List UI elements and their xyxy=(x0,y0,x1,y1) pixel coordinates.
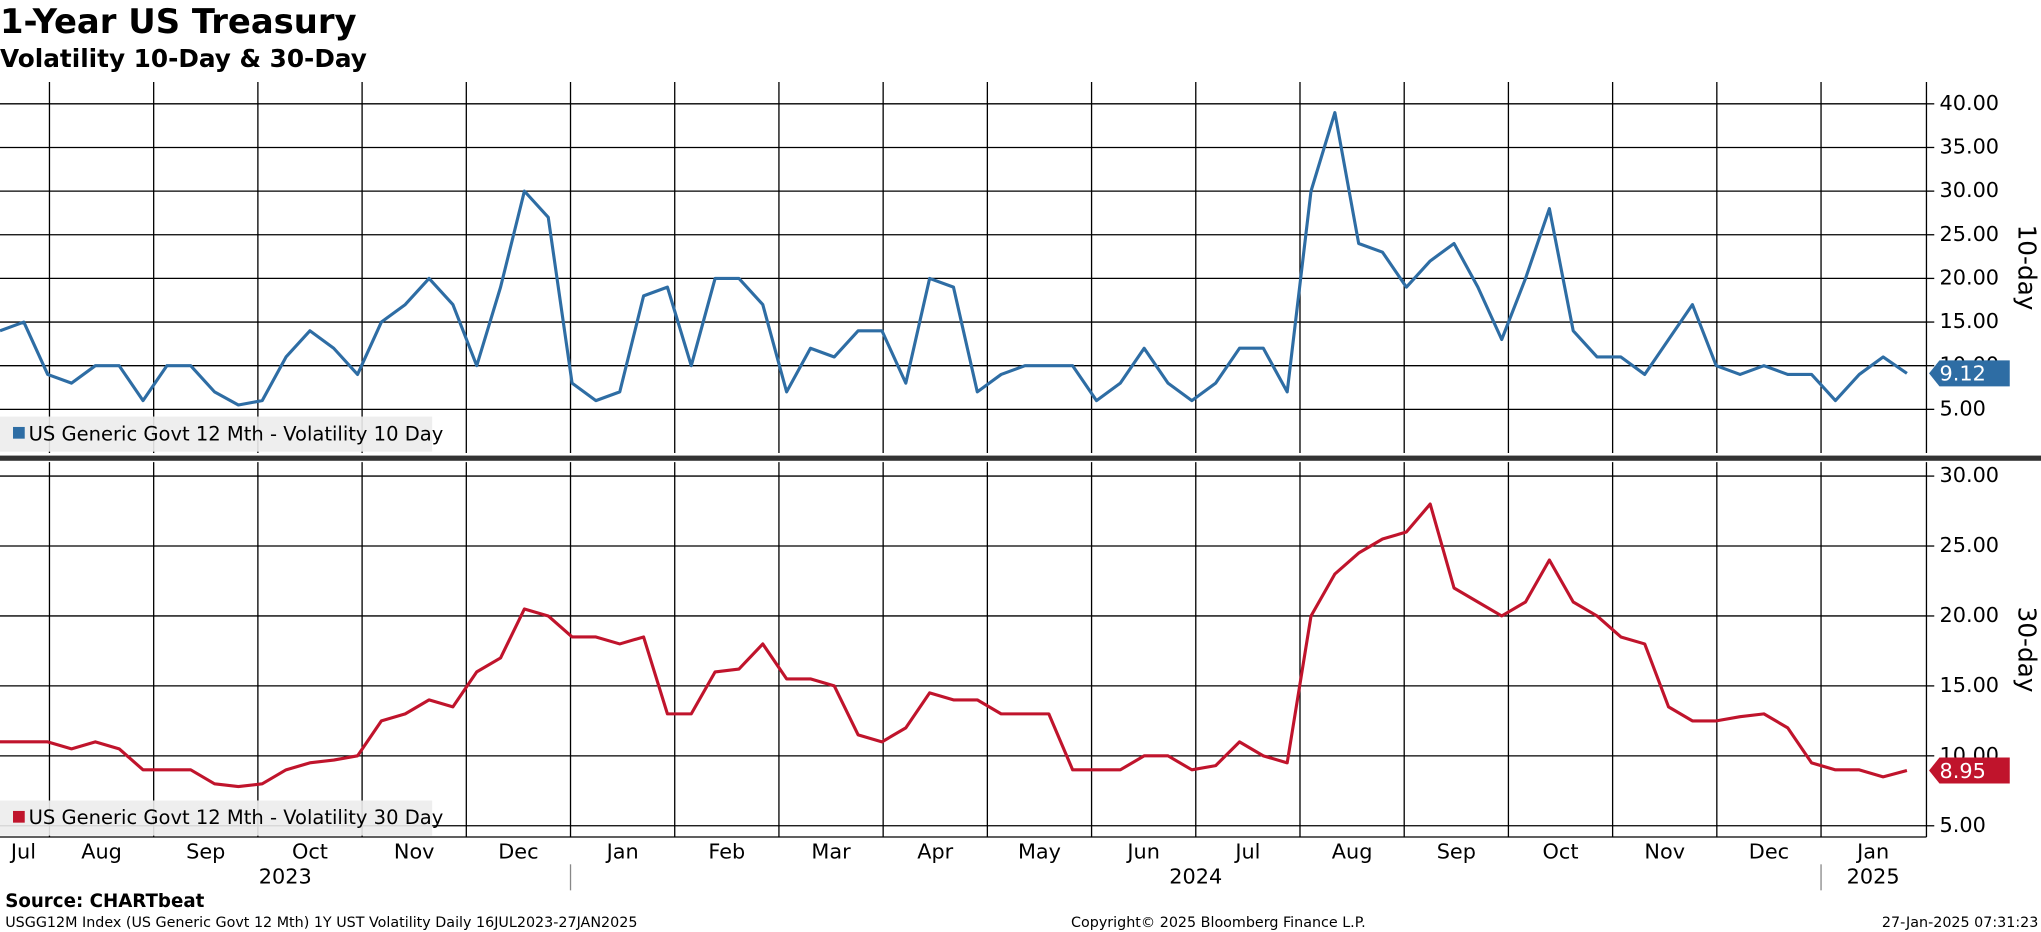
x-tick-label: Mar xyxy=(811,840,851,864)
legend-label: US Generic Govt 12 Mth - Volatility 30 D… xyxy=(29,806,444,829)
legend-background xyxy=(0,416,433,452)
grid-layer xyxy=(0,82,1927,837)
y-axis-title: 30-day xyxy=(2012,607,2041,693)
year-label: 2025 xyxy=(1847,864,1900,888)
x-tick-label: Jul xyxy=(1233,840,1260,864)
legend-background xyxy=(0,800,433,836)
timestamp: 27-Jan-2025 07:31:23 xyxy=(1882,915,2039,931)
y-axis-title: 10-day xyxy=(2012,225,2041,311)
legend-swatch xyxy=(13,426,25,439)
x-tick-label: Nov xyxy=(1644,840,1685,864)
x-tick-label: Oct xyxy=(292,840,328,864)
last-value-label: 9.12 xyxy=(1939,362,1985,386)
x-tick-label: May xyxy=(1018,840,1061,864)
y-tick-label: 30.00 xyxy=(1939,178,1999,202)
y-tick-label: 25.00 xyxy=(1939,222,1999,246)
description: USGG12M Index (US Generic Govt 12 Mth) 1… xyxy=(5,915,637,931)
x-tick-label: Jul xyxy=(9,840,36,864)
legend-label: US Generic Govt 12 Mth - Volatility 10 D… xyxy=(29,422,444,445)
series-line xyxy=(0,502,1908,789)
x-tick-label: Sep xyxy=(186,840,225,864)
y-tick-label: 20.00 xyxy=(1939,265,1999,289)
y-tick-label: 40.00 xyxy=(1939,91,1999,115)
legend-swatch xyxy=(13,810,25,823)
y-tick-label: 5.00 xyxy=(1939,813,1985,837)
y-tick-label: 5.00 xyxy=(1939,396,1985,420)
y-tick-label: 15.00 xyxy=(1939,673,1999,697)
series-line xyxy=(0,110,1908,407)
last-value-label: 8.95 xyxy=(1939,759,1985,783)
y-tick-label: 25.00 xyxy=(1939,533,1999,557)
x-tick-label: Nov xyxy=(394,840,435,864)
y-tick-label: 30.00 xyxy=(1939,463,1999,487)
year-label: 2023 xyxy=(259,864,312,888)
x-tick-label: Dec xyxy=(1749,840,1789,864)
x-tick-label: Oct xyxy=(1543,840,1579,864)
x-tick-label: Aug xyxy=(1332,840,1373,864)
year-label: 2024 xyxy=(1169,864,1222,888)
y-tick-label: 15.00 xyxy=(1939,309,1999,333)
x-tick-label: Aug xyxy=(81,840,122,864)
last-value-tag xyxy=(1929,757,2010,784)
x-tick-label: Jun xyxy=(1125,840,1160,864)
chart-title: 1-Year US Treasury xyxy=(0,2,357,41)
y-tick-label: 20.00 xyxy=(1939,603,1999,627)
x-tick-label: Jan xyxy=(1855,840,1889,864)
y-tick-label: 35.00 xyxy=(1939,134,1999,158)
x-tick-label: Feb xyxy=(708,840,745,864)
panel-separator xyxy=(0,455,2041,461)
x-tick-label: Dec xyxy=(498,840,538,864)
chart-subtitle: Volatility 10-Day & 30-Day xyxy=(0,44,367,73)
x-tick-label: Apr xyxy=(917,840,953,864)
x-tick-label: Sep xyxy=(1437,840,1476,864)
last-value-tag xyxy=(1929,360,2010,387)
source: Source: CHARTbeat xyxy=(5,891,204,912)
x-tick-label: Jan xyxy=(605,840,639,864)
copyright: Copyright© 2025 Bloomberg Finance L.P. xyxy=(1071,915,1366,931)
